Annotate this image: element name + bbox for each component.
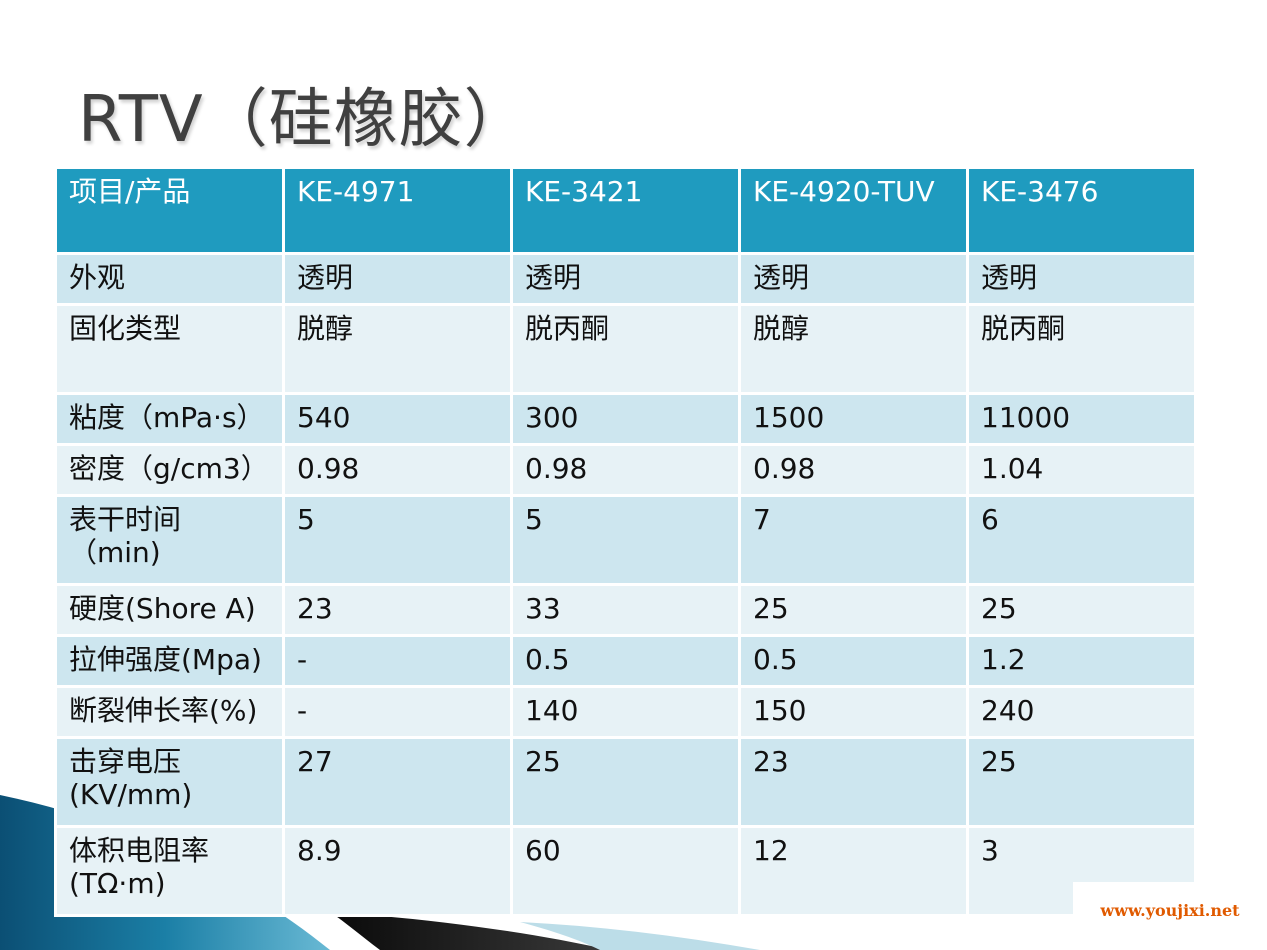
table-cell: 硬度(Shore A) [54,583,285,637]
header-cell: KE-3421 [510,166,741,255]
table-cell: 脱丙酮 [966,303,1197,395]
table-cell: 240 [966,685,1197,739]
table-cell: 0.98 [738,443,969,497]
table-cell: 60 [510,825,741,917]
table-cell: 7 [738,494,969,586]
table-cell: 5 [282,494,513,586]
table-cell: 1.04 [966,443,1197,497]
table-cell: 固化类型 [54,303,285,395]
table-cell: 脱醇 [282,303,513,395]
table-cell: - [282,634,513,688]
table-cell: 540 [282,392,513,446]
table-header-row: 项目/产品 KE-4971 KE-3421 KE-4920-TUV KE-347… [54,166,1197,255]
table-cell: 密度（g/cm3） [54,443,285,497]
table-row: 硬度(Shore A) 23 33 25 25 [54,583,1197,637]
table-cell: 粘度（mPa·s） [54,392,285,446]
table-cell: 150 [738,685,969,739]
table-cell: 33 [510,583,741,637]
table-cell: 外观 [54,252,285,306]
header-cell: 项目/产品 [54,166,285,255]
table-cell: 23 [738,736,969,828]
table-cell: 透明 [738,252,969,306]
header-cell: KE-4971 [282,166,513,255]
corner-swoosh-light [520,922,760,950]
spec-table: 项目/产品 KE-4971 KE-3421 KE-4920-TUV KE-347… [54,166,1197,917]
table-cell: 透明 [966,252,1197,306]
table-cell: 脱丙酮 [510,303,741,395]
table-row: 密度（g/cm3） 0.98 0.98 0.98 1.04 [54,443,1197,497]
table-cell: 脱醇 [738,303,969,395]
header-cell: KE-4920-TUV [738,166,969,255]
table-cell: 5 [510,494,741,586]
table-row: 固化类型 脱醇 脱丙酮 脱醇 脱丙酮 [54,303,1197,395]
table-row: 拉伸强度(Mpa) - 0.5 0.5 1.2 [54,634,1197,688]
table-cell: 11000 [966,392,1197,446]
table-cell: 12 [738,825,969,917]
table-cell: 0.98 [510,443,741,497]
table-row: 断裂伸长率(%) - 140 150 240 [54,685,1197,739]
table-cell: 8.9 [282,825,513,917]
table-row: 表干时间（min) 5 5 7 6 [54,494,1197,586]
table-cell: 0.5 [738,634,969,688]
table-cell: 1500 [738,392,969,446]
table-cell: 6 [966,494,1197,586]
table-cell: 140 [510,685,741,739]
table-cell: 0.98 [282,443,513,497]
header-cell: KE-3476 [966,166,1197,255]
table-cell: 25 [738,583,969,637]
watermark: www.youjixi.net [1073,882,1267,938]
table-cell: 透明 [282,252,513,306]
table-row: 粘度（mPa·s） 540 300 1500 11000 [54,392,1197,446]
table-cell: 透明 [510,252,741,306]
table-cell: 拉伸强度(Mpa) [54,634,285,688]
table-cell: 25 [966,583,1197,637]
table-cell: 25 [510,736,741,828]
table-row: 外观 透明 透明 透明 透明 [54,252,1197,306]
table-cell: 击穿电压(KV/mm) [54,736,285,828]
table-cell: 断裂伸长率(%) [54,685,285,739]
table-row: 击穿电压(KV/mm) 27 25 23 25 [54,736,1197,828]
table-cell: - [282,685,513,739]
table-cell: 1.2 [966,634,1197,688]
table-cell: 表干时间（min) [54,494,285,586]
table-cell: 23 [282,583,513,637]
table-row: 体积电阻率(TΩ·m) 8.9 60 12 3 [54,825,1197,917]
table-cell: 体积电阻率(TΩ·m) [54,825,285,917]
table-cell: 300 [510,392,741,446]
table-cell: 27 [282,736,513,828]
watermark-text: www.youjixi.net [1100,900,1240,920]
corner-swoosh-dark [330,912,610,950]
page-title: RTV（硅橡胶） [78,83,529,157]
table-cell: 25 [966,736,1197,828]
table-cell: 0.5 [510,634,741,688]
